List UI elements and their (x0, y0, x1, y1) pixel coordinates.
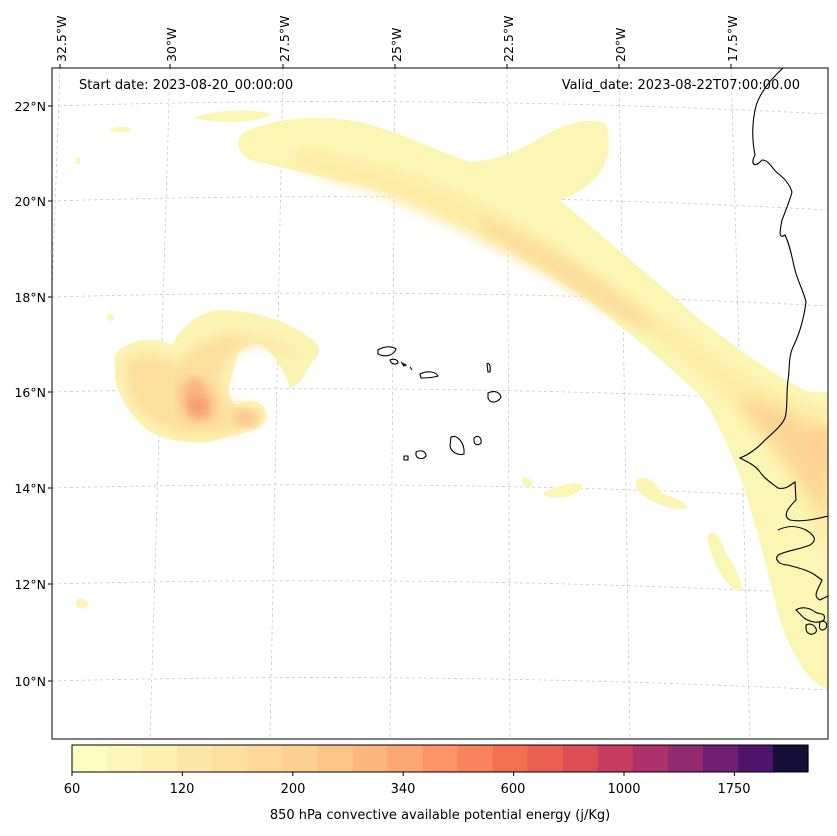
colorbar-tick-120: 120 (169, 782, 195, 797)
colorbar-segment (142, 745, 178, 772)
colorbar-segment (562, 745, 599, 772)
colorbar-segment (177, 745, 213, 772)
colorbar-frame (71, 744, 809, 773)
colorbar-segment (72, 745, 108, 772)
colorbar-segment (247, 745, 283, 772)
colorbar-segment (387, 745, 424, 772)
latitude-labels: 22°N 20°N 18°N 16°N 14°N 12°N 10°N (14, 99, 46, 689)
colorbar-segments (72, 745, 809, 772)
lat-label-18n: 18°N (14, 290, 46, 305)
map-frame (51, 67, 829, 740)
colorbar-title: 850 hPa convective available potential e… (269, 808, 611, 823)
lat-label-10n: 10°N (14, 674, 46, 689)
colorbar-tick-1750: 1750 (717, 782, 751, 797)
colorbar-segment (702, 745, 739, 772)
valid-date-label: Valid_date: 2023-08-22T07:00:00.00 (561, 78, 800, 93)
cape-field (76, 110, 828, 691)
colorbar-tick-200: 200 (280, 782, 306, 797)
colorbar-segment (352, 745, 389, 772)
colorbar (71, 744, 809, 776)
africa-coastline (738, 68, 828, 635)
colorbar-segment (527, 745, 564, 772)
cape-band-diagonal (238, 117, 828, 691)
colorbar-tick-1000: 1000 (607, 782, 641, 797)
lat-label-12n: 12°N (14, 577, 46, 592)
cape-verde-islands (377, 346, 502, 461)
colorbar-segment (737, 745, 774, 772)
lon-label-20w: 20°W (613, 27, 628, 62)
colorbar-segment (282, 745, 318, 772)
lat-label-14n: 14°N (14, 481, 46, 496)
colorbar-ticks (71, 772, 735, 776)
lat-label-22n: 22°N (14, 99, 46, 114)
colorbar-segment (422, 745, 459, 772)
colorbar-segment (317, 745, 353, 772)
cape-small-patches (76, 110, 742, 609)
cape-curl-feature (115, 310, 320, 443)
colorbar-tick-600: 600 (500, 782, 526, 797)
lon-label-27-5w: 27.5°W (277, 16, 292, 62)
lon-label-32-5w: 32.5°W (54, 16, 69, 62)
lon-label-17-5w: 17.5°W (725, 16, 740, 62)
colorbar-segment (667, 745, 704, 772)
lat-label-20n: 20°N (14, 194, 46, 209)
colorbar-segment (107, 745, 143, 772)
lat-label-16n: 16°N (14, 385, 46, 400)
colorbar-segment (212, 745, 248, 772)
axis-ticks (48, 64, 732, 682)
colorbar-segment (492, 745, 529, 772)
colorbar-segment (457, 745, 494, 772)
colorbar-segment (632, 745, 669, 772)
colorbar-segment (772, 745, 809, 772)
colorbar-tick-60: 60 (63, 782, 81, 797)
start-date-label: Start date: 2023-08-20_00:00:00 (79, 78, 294, 93)
lon-label-22-5w: 22.5°W (501, 16, 516, 62)
lon-label-30w: 30°W (164, 27, 179, 62)
longitude-labels: 32.5°W 30°W 27.5°W 25°W 22.5°W 20°W 17.5… (54, 16, 740, 62)
lon-label-25w: 25°W (389, 27, 404, 62)
colorbar-tick-340: 340 (390, 782, 416, 797)
colorbar-segment (597, 745, 634, 772)
